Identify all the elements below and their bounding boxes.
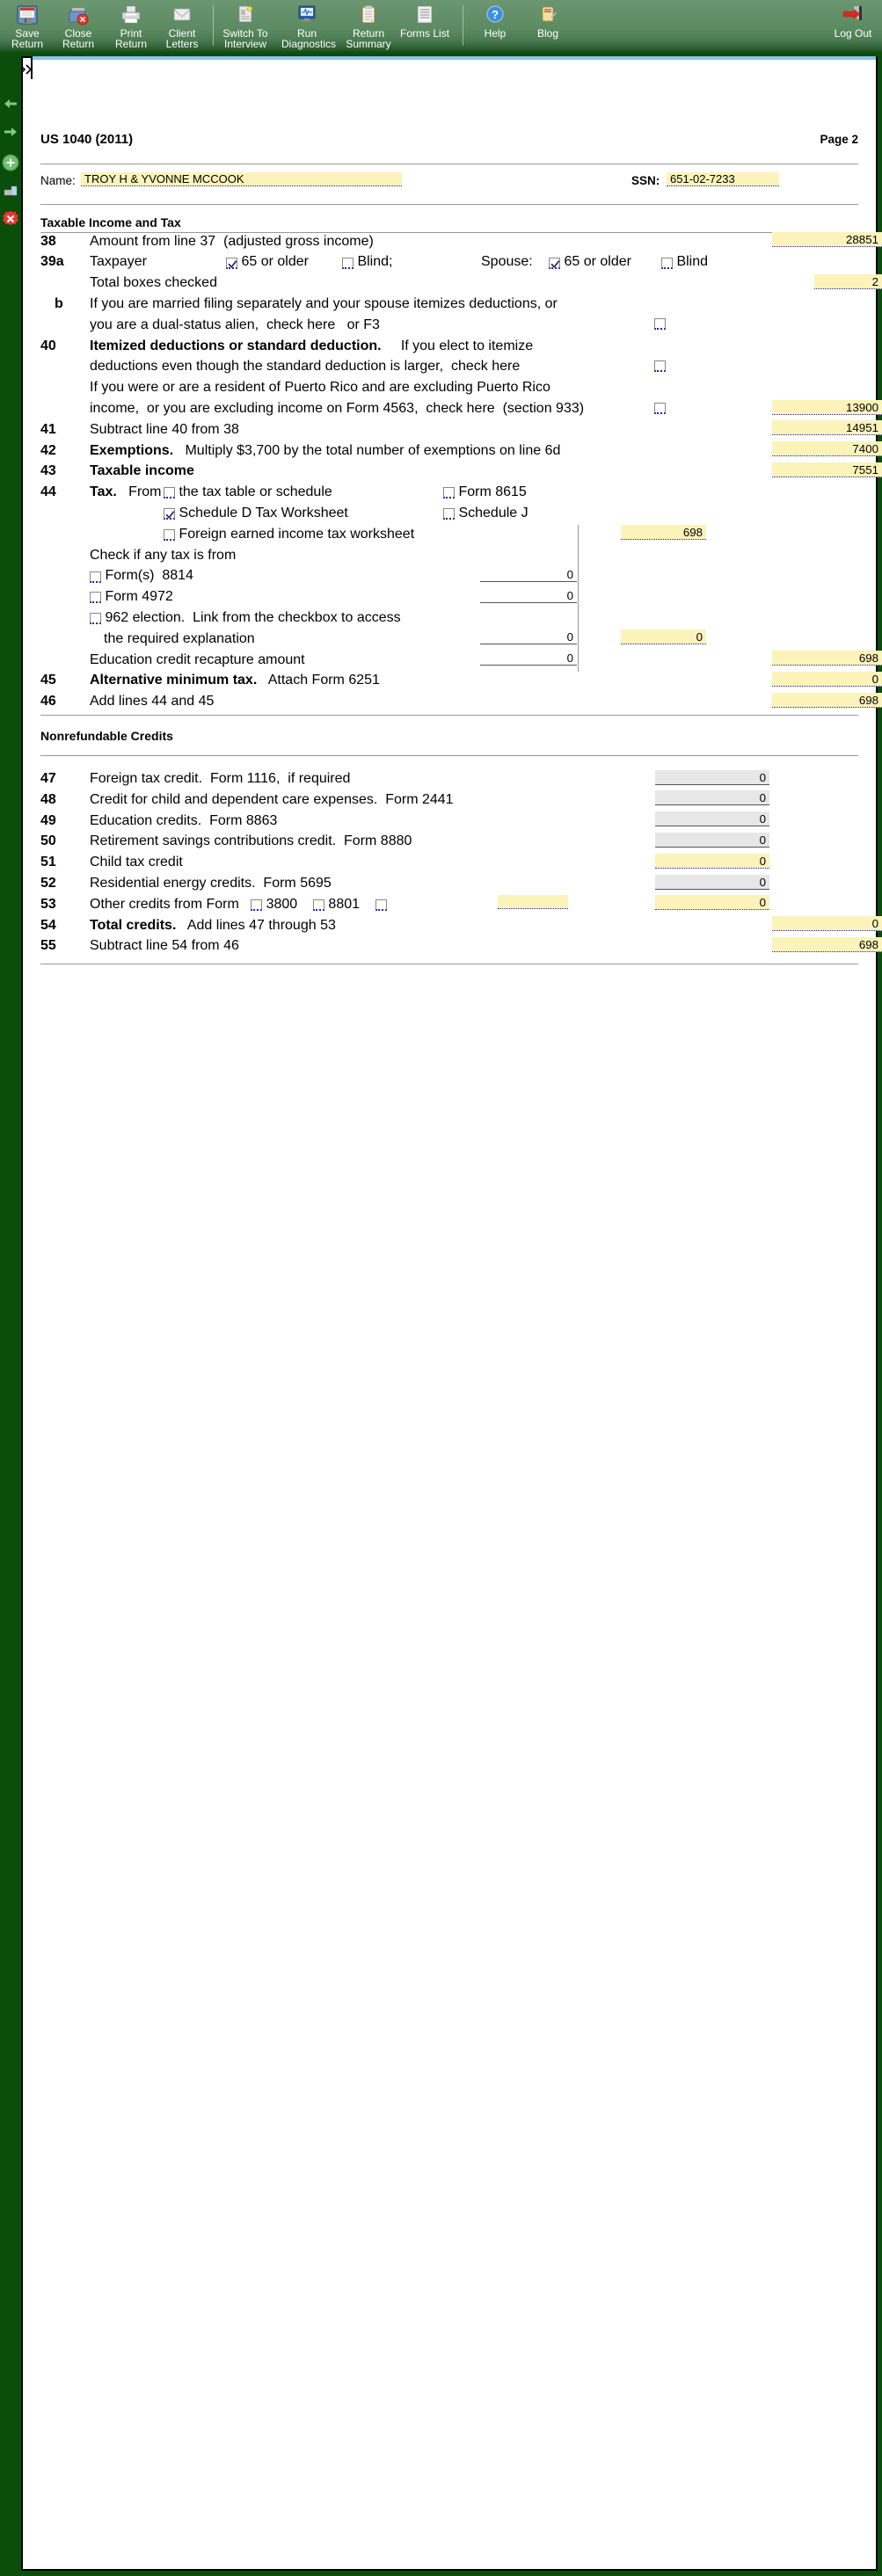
svg-text:?: ?	[492, 8, 499, 21]
